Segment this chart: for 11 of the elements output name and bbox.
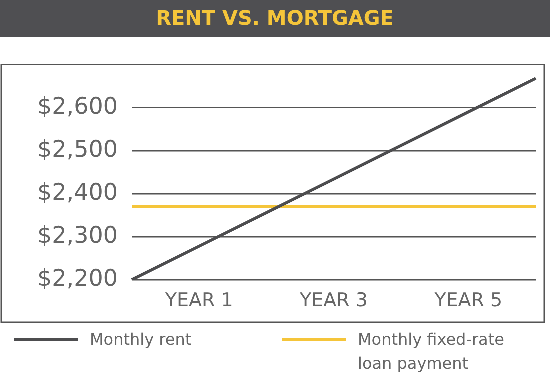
legend-label: Monthly rent [90, 329, 192, 351]
y-tick-label: $2,400 [38, 180, 118, 206]
x-tick-label: YEAR 5 [434, 289, 503, 312]
y-tick-label: $2,500 [38, 136, 118, 163]
chart-title: RENT VS. MORTGAGE [0, 0, 550, 37]
y-tick-label: $2,300 [38, 222, 118, 249]
x-tick-label: YEAR 1 [164, 289, 234, 312]
x-tick-label: YEAR 3 [299, 289, 368, 312]
y-tick-label: $2,200 [38, 266, 118, 292]
y-tick-label: $2,600 [38, 94, 118, 120]
legend-label: Monthly fixed-rate loan payment [358, 329, 506, 375]
